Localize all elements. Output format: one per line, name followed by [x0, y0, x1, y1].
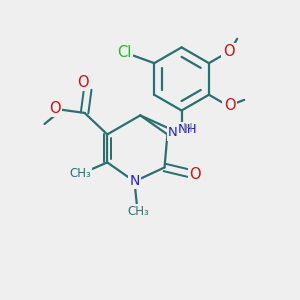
Text: H: H	[183, 122, 193, 135]
Text: O: O	[49, 101, 61, 116]
Text: Cl: Cl	[118, 45, 132, 60]
Text: NH: NH	[178, 123, 197, 136]
Text: O: O	[77, 75, 89, 90]
Text: CH₃: CH₃	[69, 167, 91, 180]
Text: O: O	[189, 167, 201, 182]
Text: CH₃: CH₃	[127, 205, 149, 218]
Text: O: O	[223, 44, 235, 59]
Text: O: O	[224, 98, 236, 112]
Text: N: N	[129, 174, 140, 188]
Text: N: N	[168, 126, 178, 139]
